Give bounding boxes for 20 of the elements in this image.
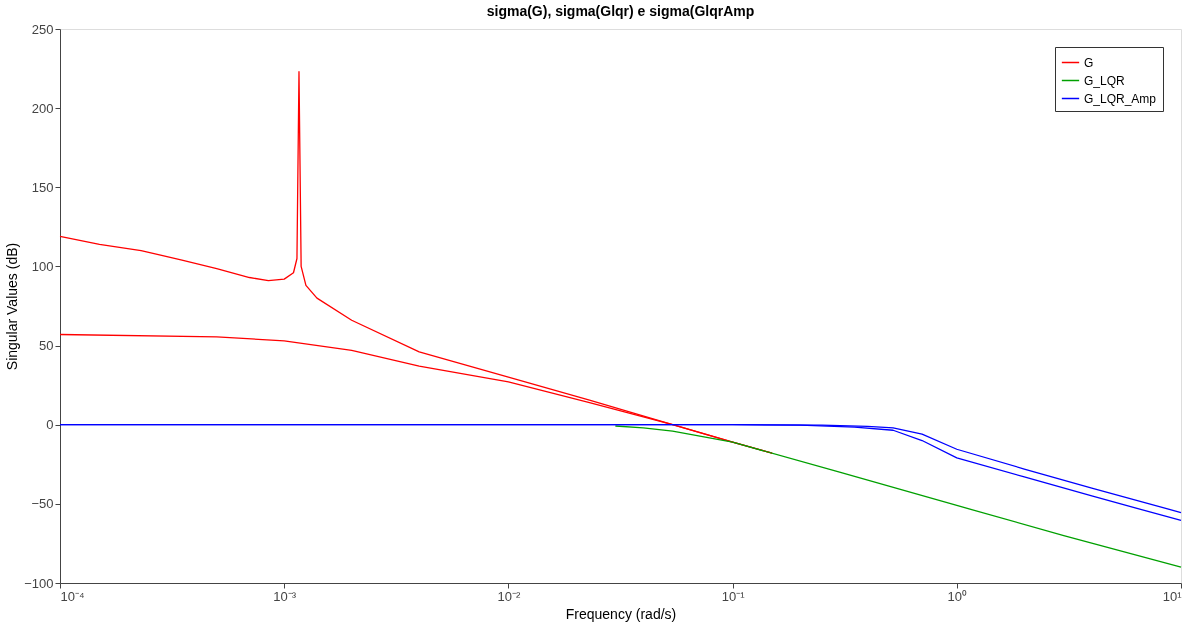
- x-tick-label: 10⁻²: [497, 588, 521, 604]
- y-tick-label: 50: [39, 338, 54, 354]
- x-tick-label: 10⁰: [947, 588, 968, 604]
- legend-label: G: [1084, 55, 1094, 70]
- x-axis-title: Frequency (rad/s): [565, 605, 677, 622]
- x-tick-label: 10¹: [1162, 588, 1183, 604]
- y-axis-title: Singular Values (dB): [4, 242, 21, 371]
- y-tick-label: 150: [31, 179, 54, 195]
- x-tick-label: 10⁻¹: [721, 588, 746, 604]
- y-tick-label: 200: [31, 100, 54, 116]
- y-tick-label: 0: [46, 417, 54, 433]
- y-tick-label: −50: [31, 496, 54, 512]
- x-tick-label: 10⁻⁴: [60, 588, 85, 604]
- legend-label: G_LQR_Amp: [1084, 91, 1157, 106]
- y-tick-label: −100: [24, 575, 54, 591]
- y-tick-label: 250: [31, 21, 54, 37]
- x-tick-label: 10⁻³: [273, 588, 297, 604]
- legend-label: G_LQR: [1084, 73, 1126, 88]
- y-tick-label: 100: [31, 258, 54, 274]
- chart-title: sigma(G), sigma(Glqr) e sigma(GlqrAmp: [486, 3, 755, 19]
